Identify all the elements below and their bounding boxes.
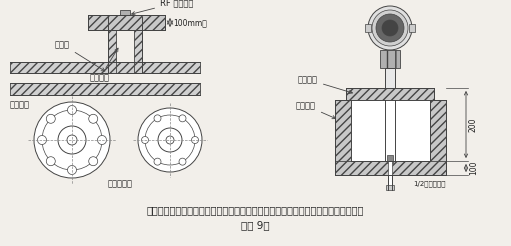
Bar — [120, 10, 130, 17]
Bar — [365, 24, 371, 32]
Text: 焊接点: 焊接点 — [55, 40, 105, 71]
Circle shape — [89, 157, 98, 166]
Bar — [380, 50, 400, 68]
Bar — [385, 68, 395, 88]
Circle shape — [138, 108, 202, 172]
Circle shape — [89, 114, 98, 123]
Circle shape — [376, 14, 404, 42]
Circle shape — [158, 128, 182, 152]
Text: 管道中心线: 管道中心线 — [107, 179, 132, 188]
Bar — [10, 62, 200, 73]
Circle shape — [179, 158, 186, 165]
Circle shape — [382, 20, 398, 36]
Bar — [335, 161, 446, 175]
Circle shape — [47, 157, 55, 166]
Text: 焊接短管: 焊接短管 — [90, 48, 118, 82]
Text: 工艺管道: 工艺管道 — [10, 100, 30, 109]
Circle shape — [47, 114, 55, 123]
Circle shape — [98, 136, 106, 144]
Bar — [134, 17, 142, 73]
Text: 管道外壁: 管道外壁 — [296, 101, 336, 119]
Text: 100mm高: 100mm高 — [173, 18, 207, 27]
Bar — [351, 100, 430, 161]
Text: 200: 200 — [469, 117, 478, 132]
Bar — [10, 83, 200, 95]
Circle shape — [34, 102, 110, 178]
Circle shape — [37, 136, 47, 144]
Circle shape — [192, 137, 198, 143]
Text: 100: 100 — [469, 161, 478, 175]
Bar — [409, 24, 415, 32]
Circle shape — [67, 166, 77, 174]
Circle shape — [67, 106, 77, 114]
Circle shape — [67, 135, 77, 145]
Text: 1/2配量管外经: 1/2配量管外经 — [413, 180, 446, 187]
Bar — [386, 185, 394, 190]
Text: 插入式流量计短管制作、安装示意图，根据流量计算采用不同的法兰及短管公称直径: 插入式流量计短管制作、安装示意图，根据流量计算采用不同的法兰及短管公称直径 — [146, 205, 364, 215]
Bar — [108, 17, 116, 73]
Circle shape — [154, 158, 161, 165]
Bar — [430, 100, 446, 175]
Circle shape — [372, 10, 408, 46]
Circle shape — [154, 115, 161, 122]
Circle shape — [142, 137, 149, 143]
Circle shape — [179, 115, 186, 122]
Bar — [388, 161, 392, 187]
Bar — [335, 100, 351, 175]
Circle shape — [58, 126, 86, 154]
Bar — [88, 15, 165, 30]
Text: （图 9）: （图 9） — [241, 220, 269, 230]
Circle shape — [166, 136, 174, 144]
Bar — [387, 155, 393, 163]
Text: RF 配套法兰: RF 配套法兰 — [132, 0, 193, 15]
Bar — [346, 88, 434, 100]
Text: 配套短管: 配套短管 — [298, 75, 353, 93]
Circle shape — [368, 6, 412, 50]
